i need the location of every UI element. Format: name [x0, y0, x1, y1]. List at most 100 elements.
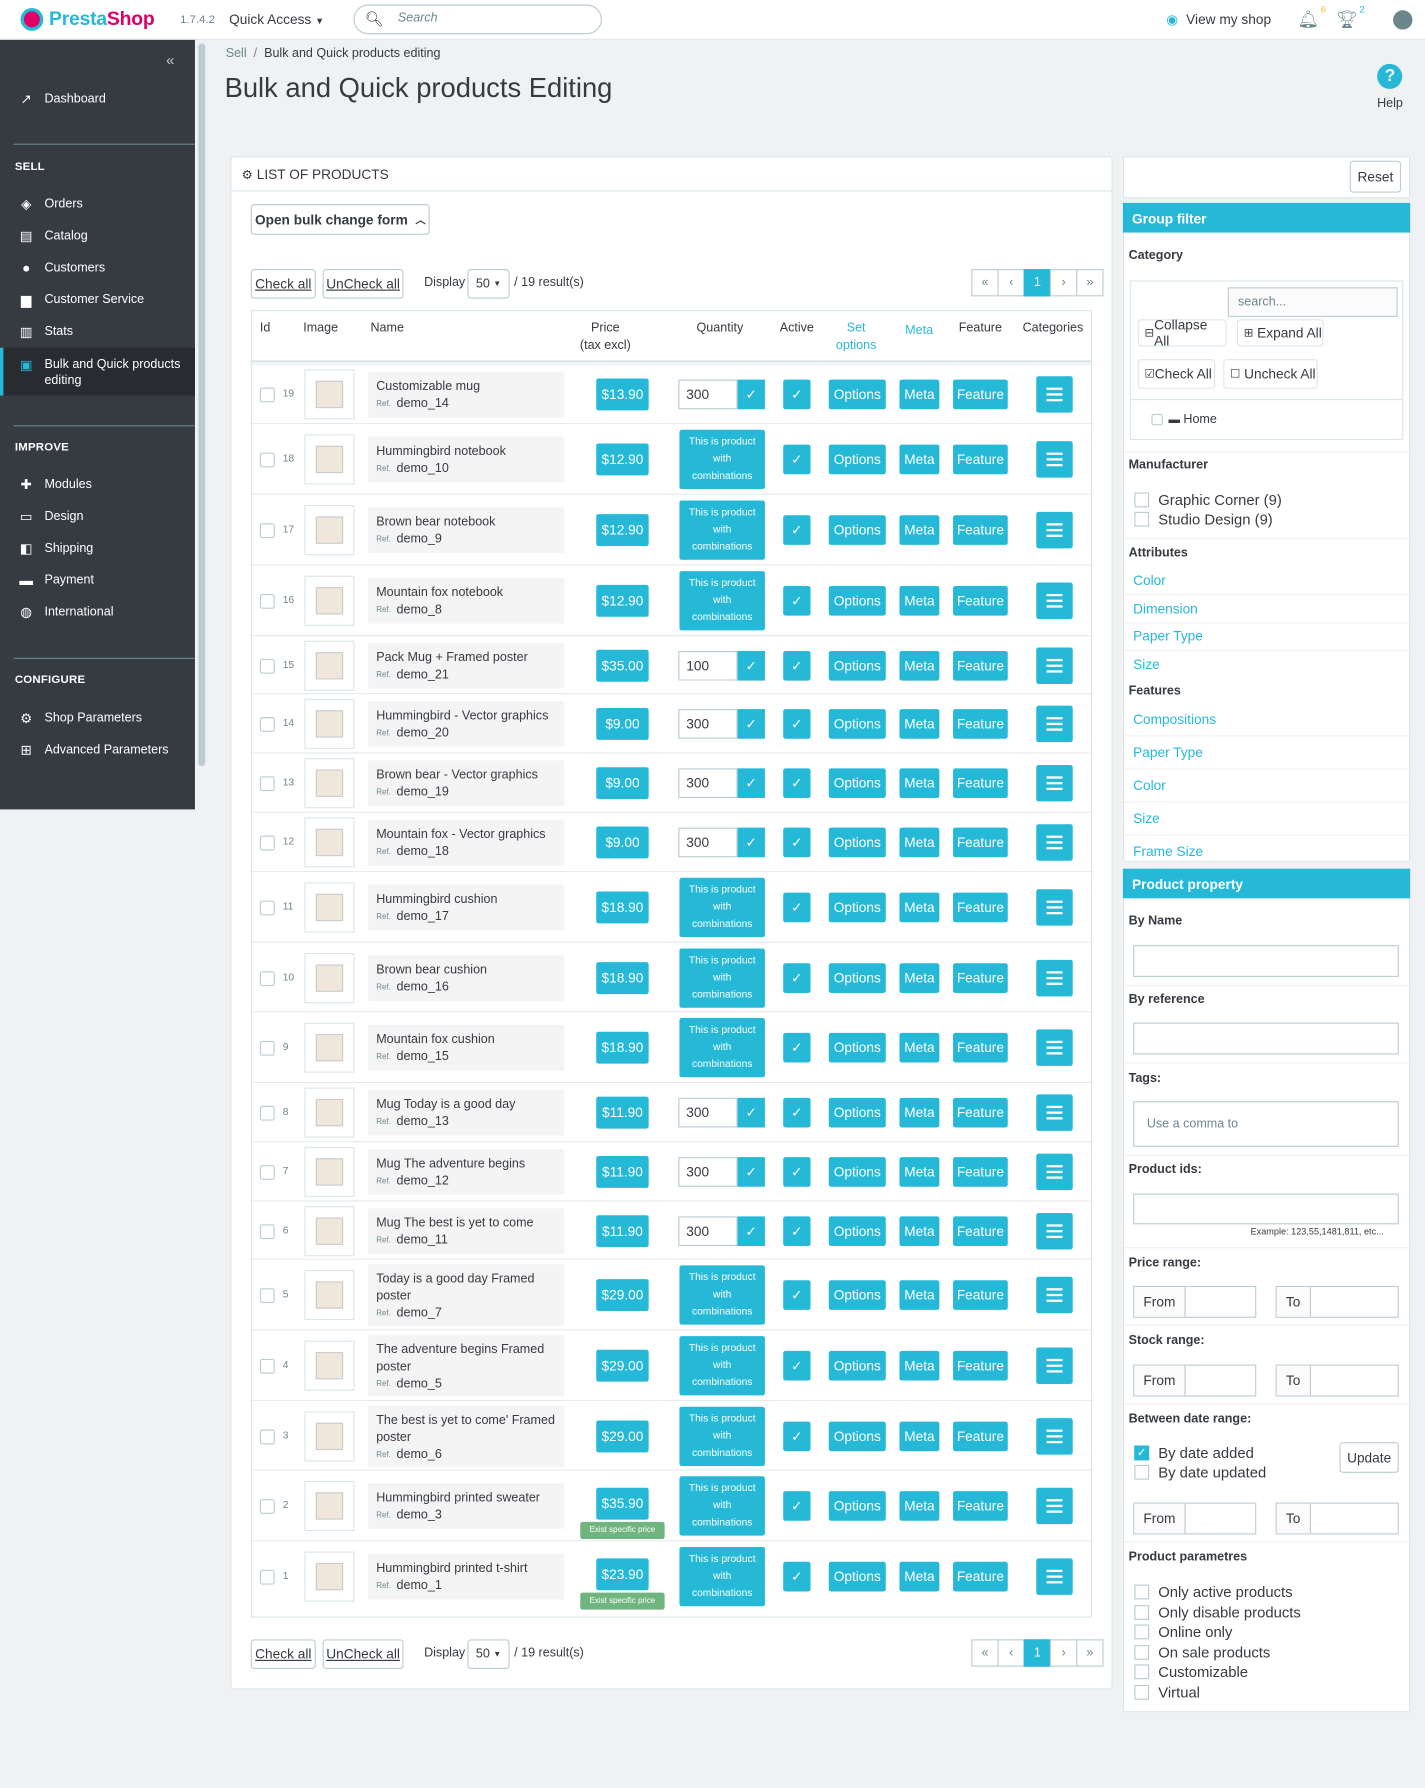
meta-button[interactable]: Meta	[899, 650, 940, 681]
breadcrumb-sell[interactable]: Sell	[225, 46, 247, 61]
notifications-bell-icon[interactable]: 🔔︎ 6	[1297, 4, 1326, 30]
price-button[interactable]: $11.90	[596, 1096, 649, 1129]
product-name-cell[interactable]: Mountain fox notebook Ref. demo_8	[368, 577, 565, 624]
options-button[interactable]: Options	[828, 1350, 886, 1381]
expand-all-button[interactable]: ⊞ Expand All	[1236, 319, 1324, 347]
top-last-page-icon[interactable]: »	[1076, 269, 1104, 297]
collapse-sidebar-icon[interactable]: «	[166, 51, 175, 69]
row-checkbox[interactable]	[259, 387, 275, 403]
price-button[interactable]: $18.90	[596, 891, 649, 924]
price-button[interactable]: $29.00	[596, 1349, 649, 1382]
quantity-save-check-icon[interactable]: ✓	[737, 1215, 765, 1246]
prestashop-logo[interactable]: Presta Shop	[20, 7, 155, 31]
options-button[interactable]: Options	[828, 962, 886, 993]
categories-menu-button[interactable]	[1036, 582, 1073, 620]
feature-button[interactable]: Feature	[953, 585, 1008, 616]
active-toggle-check-icon[interactable]: ✓	[783, 962, 811, 993]
options-button[interactable]: Options	[828, 585, 886, 616]
sidebar-item-customers[interactable]: ● Customers	[0, 259, 195, 277]
product-name-cell[interactable]: Hummingbird cushion Ref. demo_17	[368, 884, 565, 931]
collapse-all-button[interactable]: ⊟ Collapse All	[1137, 317, 1227, 349]
options-button[interactable]: Options	[828, 1032, 886, 1063]
attribute-link[interactable]: Paper Type	[1133, 628, 1203, 645]
categories-menu-button[interactable]	[1036, 705, 1073, 743]
active-toggle-check-icon[interactable]: ✓	[783, 1097, 811, 1128]
bottom-last-page-icon[interactable]: »	[1076, 1639, 1104, 1667]
bottom-next-page-icon[interactable]: ›	[1049, 1639, 1078, 1667]
feature-button[interactable]: Feature	[953, 1350, 1008, 1381]
top-prev-page-icon[interactable]: ‹	[997, 269, 1025, 297]
attribute-link[interactable]: Size	[1133, 656, 1160, 673]
product-param-checkbox[interactable]: On sale products	[1134, 1643, 1270, 1660]
feature-button[interactable]: Feature	[953, 379, 1008, 410]
categories-menu-button[interactable]	[1036, 889, 1073, 926]
quantity-save-check-icon[interactable]: ✓	[737, 709, 765, 739]
quantity-input[interactable]: 300	[678, 379, 738, 410]
sidebar-item-shop-parameters[interactable]: ⚙ Shop Parameters	[0, 709, 195, 727]
categories-menu-button[interactable]	[1036, 1029, 1073, 1066]
product-name-cell[interactable]: Customizable mug Ref. demo_14	[368, 371, 565, 418]
product-param-checkbox[interactable]: Customizable	[1134, 1663, 1248, 1680]
by-name-input[interactable]	[1133, 945, 1399, 977]
sidebar-item-dashboard[interactable]: ↗ Dashboard	[0, 90, 195, 108]
quantity-input[interactable]: 100	[678, 650, 738, 681]
options-button[interactable]: Options	[828, 650, 886, 681]
row-checkbox[interactable]	[259, 1288, 275, 1304]
product-param-checkbox[interactable]: Virtual	[1134, 1683, 1200, 1700]
active-toggle-check-icon[interactable]: ✓	[783, 585, 811, 616]
top-uncheck-all-button[interactable]: UnCheck all	[322, 269, 404, 299]
attribute-link[interactable]: Color	[1133, 572, 1166, 589]
options-button[interactable]: Options	[828, 515, 886, 545]
options-button[interactable]: Options	[828, 1215, 886, 1246]
quantity-input[interactable]: 300	[678, 1157, 738, 1187]
options-button[interactable]: Options	[828, 1561, 886, 1592]
feature-button[interactable]: Feature	[953, 650, 1008, 681]
row-checkbox[interactable]	[259, 1499, 275, 1514]
meta-button[interactable]: Meta	[899, 1097, 940, 1128]
row-checkbox[interactable]	[259, 1040, 275, 1056]
meta-button[interactable]: Meta	[899, 962, 940, 993]
price-button[interactable]: $9.00	[596, 826, 649, 859]
trophy-icon[interactable]: 🏆︎ 2	[1336, 4, 1365, 30]
row-checkbox[interactable]	[259, 452, 275, 468]
row-checkbox[interactable]	[259, 1223, 275, 1239]
options-button[interactable]: Options	[828, 1491, 886, 1521]
top-check-all-button[interactable]: Check all	[250, 269, 316, 299]
categories-menu-button[interactable]	[1036, 1417, 1073, 1455]
price-button[interactable]: $29.00	[596, 1279, 649, 1311]
options-button[interactable]: Options	[828, 1157, 886, 1187]
feature-link[interactable]: Paper Type	[1133, 744, 1203, 761]
row-checkbox[interactable]	[259, 1569, 275, 1585]
product-param-checkbox[interactable]: Only disable products	[1134, 1603, 1301, 1621]
categories-menu-button[interactable]	[1036, 1487, 1073, 1525]
attribute-link[interactable]: Dimension	[1133, 600, 1198, 617]
product-name-cell[interactable]: Mug The adventure begins Ref. demo_12	[368, 1149, 565, 1195]
bottom-current-page[interactable]: 1	[1023, 1639, 1052, 1667]
active-toggle-check-icon[interactable]: ✓	[783, 1421, 811, 1451]
categories-menu-button[interactable]	[1036, 1212, 1073, 1249]
meta-button[interactable]: Meta	[899, 1215, 940, 1246]
meta-button[interactable]: Meta	[899, 515, 940, 545]
row-checkbox[interactable]	[259, 1165, 275, 1180]
sidebar-item-shipping[interactable]: ◧ Shipping	[0, 539, 195, 557]
product-name-cell[interactable]: Mug Today is a good day Ref. demo_13	[368, 1089, 565, 1136]
sidebar-item-stats[interactable]: ▥ Stats	[0, 323, 195, 341]
help-button[interactable]: ? Help	[1377, 63, 1403, 111]
active-toggle-check-icon[interactable]: ✓	[783, 1032, 811, 1063]
product-name-cell[interactable]: Hummingbird notebook Ref. demo_10	[368, 436, 565, 483]
price-button[interactable]: $11.90	[596, 1155, 649, 1188]
col-meta[interactable]: Meta	[905, 323, 934, 338]
bottom-first-page-icon[interactable]: «	[971, 1639, 999, 1667]
row-checkbox[interactable]	[259, 658, 275, 674]
tags-input[interactable]: Use a comma to	[1133, 1101, 1399, 1147]
sidebar-item-catalog[interactable]: ▤ Catalog	[0, 227, 195, 245]
active-toggle-check-icon[interactable]: ✓	[783, 892, 811, 923]
meta-button[interactable]: Meta	[899, 1350, 940, 1381]
price-to-input[interactable]: To	[1275, 1285, 1399, 1318]
price-button[interactable]: $29.00	[596, 1419, 649, 1452]
quantity-input[interactable]: 300	[678, 1215, 738, 1246]
active-toggle-check-icon[interactable]: ✓	[783, 768, 811, 798]
options-button[interactable]: Options	[828, 379, 886, 410]
product-name-cell[interactable]: Pack Mug + Framed poster Ref. demo_21	[368, 642, 565, 688]
price-button[interactable]: $23.90	[596, 1558, 649, 1591]
